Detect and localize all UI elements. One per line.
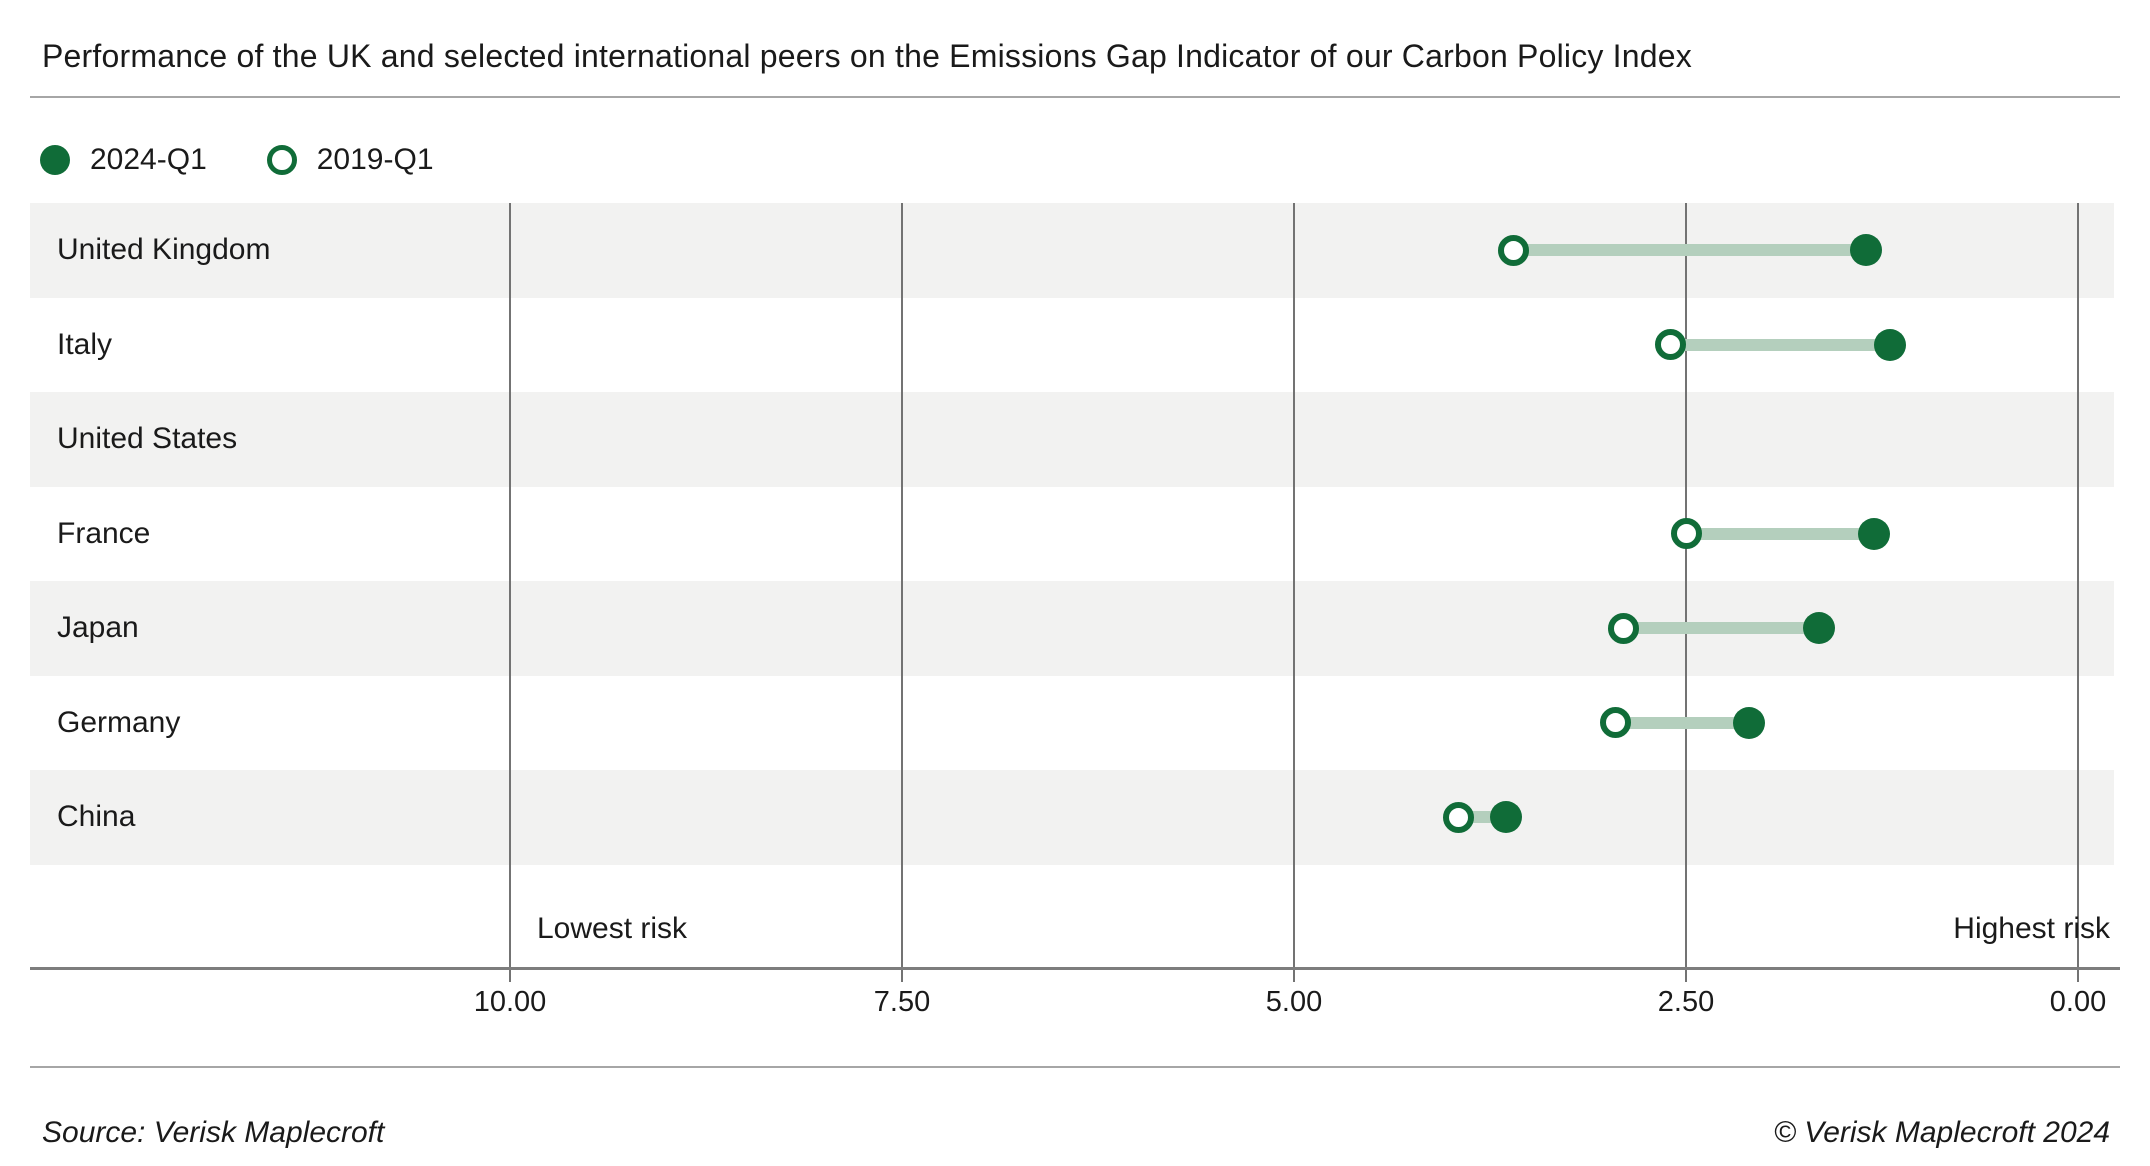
source-note: Source: Verisk Maplecroft xyxy=(42,1116,385,1149)
row-band xyxy=(30,770,2114,865)
copyright-note: © Verisk Maplecroft 2024 xyxy=(1773,1116,2110,1149)
hollow-circle-icon xyxy=(266,145,297,175)
country-label: Germany xyxy=(57,705,181,739)
country-label: France xyxy=(57,516,151,550)
dumbbell-connector xyxy=(1623,622,1820,635)
datapoint-2019 xyxy=(1670,518,1702,550)
dumbbell-connector xyxy=(1670,338,1890,351)
country-label: Italy xyxy=(57,327,113,361)
legend-label-2019: 2019-Q1 xyxy=(316,143,434,176)
country-label: China xyxy=(57,800,136,834)
axis-annotation-highest-risk: Highest risk xyxy=(1953,912,2110,945)
datapoint-2019 xyxy=(1498,234,1530,266)
datapoint-2019 xyxy=(1654,329,1686,361)
legend-item-2019: 2019-Q1 xyxy=(266,143,434,177)
datapoint-2019 xyxy=(1599,707,1631,739)
country-label: United States xyxy=(57,422,238,456)
datapoint-2024 xyxy=(1803,612,1836,645)
legend-label-2024: 2024-Q1 xyxy=(90,143,207,176)
gridline xyxy=(901,203,903,969)
country-label: Japan xyxy=(57,611,139,645)
title-divider xyxy=(30,96,2120,98)
axis-tick xyxy=(901,970,903,982)
filled-circle-icon xyxy=(40,145,70,175)
axis-tick xyxy=(509,970,511,982)
row-band xyxy=(30,675,2114,770)
axis-tick xyxy=(2077,970,2079,982)
datapoint-2019 xyxy=(1607,612,1639,644)
datapoint-2024 xyxy=(1732,706,1765,739)
chart-title: Performance of the UK and selected inter… xyxy=(42,38,1692,74)
gridline xyxy=(1685,203,1687,969)
footer-divider xyxy=(30,1066,2120,1068)
x-axis-line xyxy=(30,967,2120,970)
axis-tick-label: 5.00 xyxy=(1265,986,1323,1018)
axis-annotation-lowest-risk: Lowest risk xyxy=(537,912,688,945)
gridline xyxy=(1293,203,1295,969)
axis-tick-label: 7.50 xyxy=(873,986,931,1018)
axis-tick-label: 2.50 xyxy=(1657,986,1715,1018)
datapoint-2019 xyxy=(1443,801,1475,833)
datapoint-2024 xyxy=(1873,328,1906,361)
dumbbell-connector xyxy=(1615,716,1749,729)
legend-item-2024: 2024-Q1 xyxy=(40,143,207,177)
axis-tick xyxy=(1685,970,1687,982)
dumbbell-connector xyxy=(1513,244,1867,257)
gridline xyxy=(2077,203,2079,969)
dumbbell-connector xyxy=(1686,527,1875,540)
datapoint-2024 xyxy=(1858,517,1891,550)
datapoint-2024 xyxy=(1850,234,1883,267)
axis-tick-label: 0.00 xyxy=(2049,986,2107,1018)
chart-legend: 2024-Q1 2019-Q1 xyxy=(40,140,476,180)
axis-tick-label: 10.00 xyxy=(473,986,547,1018)
country-label: United Kingdom xyxy=(57,233,271,267)
axis-tick xyxy=(1293,970,1295,982)
datapoint-2024 xyxy=(1489,801,1522,834)
gridline xyxy=(509,203,511,969)
row-band xyxy=(30,392,2114,487)
